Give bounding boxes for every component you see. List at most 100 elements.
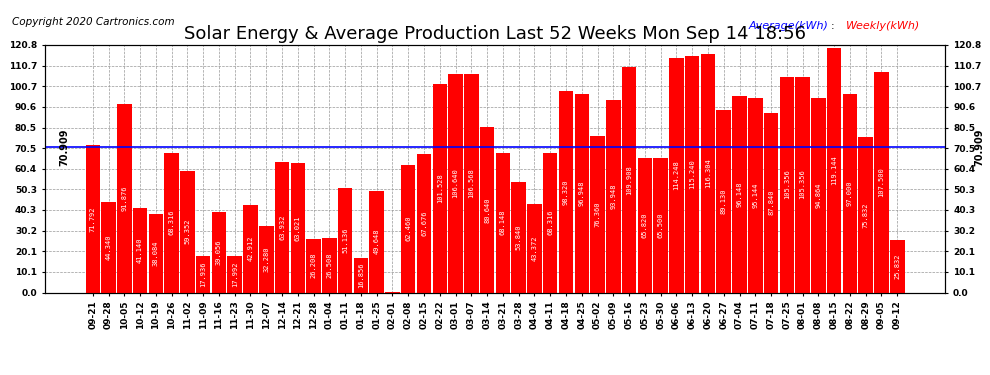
Bar bbox=[528, 204, 542, 292]
Bar bbox=[606, 100, 621, 292]
Text: 105.356: 105.356 bbox=[784, 170, 790, 200]
Text: 70.909: 70.909 bbox=[975, 129, 985, 166]
Bar bbox=[196, 256, 211, 292]
Text: Copyright 2020 Cartronics.com: Copyright 2020 Cartronics.com bbox=[12, 17, 174, 27]
Text: 119.144: 119.144 bbox=[832, 156, 838, 185]
Text: 65.820: 65.820 bbox=[642, 212, 647, 238]
Text: 91.876: 91.876 bbox=[122, 186, 128, 211]
Bar bbox=[669, 58, 684, 292]
Text: 63.932: 63.932 bbox=[279, 214, 285, 240]
Text: 106.568: 106.568 bbox=[468, 168, 474, 198]
Bar bbox=[448, 74, 462, 292]
Text: 44.340: 44.340 bbox=[106, 234, 112, 260]
Bar bbox=[653, 158, 668, 292]
Bar bbox=[180, 171, 195, 292]
Bar bbox=[558, 91, 573, 292]
Text: 25.832: 25.832 bbox=[894, 253, 900, 279]
Text: :: : bbox=[831, 21, 835, 32]
Text: 95.144: 95.144 bbox=[752, 182, 758, 208]
Bar bbox=[401, 165, 416, 292]
Text: 109.908: 109.908 bbox=[626, 165, 632, 195]
Bar bbox=[748, 98, 762, 292]
Text: 59.352: 59.352 bbox=[184, 219, 190, 245]
Bar bbox=[369, 191, 384, 292]
Text: 17.992: 17.992 bbox=[232, 261, 238, 287]
Text: 38.084: 38.084 bbox=[152, 241, 158, 266]
Text: 96.148: 96.148 bbox=[737, 181, 742, 207]
Text: 101.528: 101.528 bbox=[437, 174, 443, 203]
Title: Solar Energy & Average Production Last 52 Weeks Mon Sep 14 18:56: Solar Energy & Average Production Last 5… bbox=[184, 26, 806, 44]
Bar bbox=[212, 213, 226, 292]
Text: Average(kWh): Average(kWh) bbox=[748, 21, 829, 32]
Text: 41.140: 41.140 bbox=[137, 238, 144, 263]
Text: 67.676: 67.676 bbox=[421, 210, 427, 236]
Bar bbox=[574, 94, 589, 292]
Text: 16.856: 16.856 bbox=[358, 262, 364, 288]
Bar bbox=[496, 153, 510, 292]
Text: 75.832: 75.832 bbox=[862, 202, 868, 228]
Bar bbox=[717, 110, 731, 292]
Text: 114.248: 114.248 bbox=[673, 160, 679, 190]
Bar bbox=[417, 154, 432, 292]
Text: 43.372: 43.372 bbox=[532, 236, 538, 261]
Bar bbox=[764, 112, 778, 292]
Text: 76.360: 76.360 bbox=[595, 201, 601, 227]
Bar bbox=[306, 239, 321, 292]
Bar bbox=[638, 158, 652, 292]
Bar bbox=[890, 240, 905, 292]
Bar bbox=[244, 205, 257, 292]
Bar bbox=[590, 136, 605, 292]
Text: 68.316: 68.316 bbox=[547, 210, 553, 235]
Bar bbox=[827, 48, 842, 292]
Text: 106.640: 106.640 bbox=[452, 168, 458, 198]
Bar bbox=[275, 162, 289, 292]
Text: 105.356: 105.356 bbox=[800, 170, 806, 200]
Text: 68.316: 68.316 bbox=[168, 210, 174, 235]
Text: 26.208: 26.208 bbox=[311, 253, 317, 278]
Bar bbox=[622, 68, 637, 292]
Bar bbox=[291, 164, 305, 292]
Bar bbox=[512, 182, 526, 292]
Text: 49.648: 49.648 bbox=[373, 229, 380, 254]
Bar bbox=[164, 153, 179, 292]
Text: 62.460: 62.460 bbox=[405, 216, 411, 241]
Bar bbox=[117, 104, 132, 292]
Text: 53.840: 53.840 bbox=[516, 225, 522, 250]
Text: 32.280: 32.280 bbox=[263, 247, 269, 272]
Bar bbox=[795, 76, 810, 292]
Text: 65.500: 65.500 bbox=[657, 213, 663, 238]
Bar bbox=[85, 146, 100, 292]
Text: 17.936: 17.936 bbox=[200, 261, 206, 287]
Text: 68.148: 68.148 bbox=[500, 210, 506, 236]
Text: Weekly(kWh): Weekly(kWh) bbox=[846, 21, 921, 32]
Text: 39.056: 39.056 bbox=[216, 240, 222, 265]
Text: 97.000: 97.000 bbox=[846, 180, 853, 206]
Bar bbox=[148, 214, 163, 292]
Text: 93.948: 93.948 bbox=[610, 183, 617, 209]
Bar bbox=[433, 84, 447, 292]
Bar bbox=[353, 258, 368, 292]
Bar bbox=[322, 238, 337, 292]
Text: 63.021: 63.021 bbox=[295, 215, 301, 241]
Text: 70.909: 70.909 bbox=[59, 129, 69, 166]
Text: 116.304: 116.304 bbox=[705, 159, 711, 188]
Text: 87.840: 87.840 bbox=[768, 190, 774, 215]
Text: 89.130: 89.130 bbox=[721, 189, 727, 214]
Text: 115.240: 115.240 bbox=[689, 160, 695, 189]
Text: 107.500: 107.500 bbox=[878, 168, 884, 197]
Bar bbox=[101, 202, 116, 292]
Text: 26.508: 26.508 bbox=[327, 253, 333, 278]
Bar bbox=[685, 56, 699, 292]
Bar bbox=[543, 153, 557, 292]
Text: 94.864: 94.864 bbox=[816, 183, 822, 208]
Bar bbox=[842, 94, 857, 292]
Bar bbox=[858, 137, 873, 292]
Text: 71.792: 71.792 bbox=[90, 206, 96, 232]
Bar bbox=[874, 72, 889, 292]
Text: 51.136: 51.136 bbox=[343, 227, 348, 253]
Text: 80.640: 80.640 bbox=[484, 197, 490, 223]
Bar bbox=[733, 96, 746, 292]
Bar bbox=[228, 256, 242, 292]
Text: 98.320: 98.320 bbox=[563, 179, 569, 204]
Bar bbox=[464, 74, 478, 292]
